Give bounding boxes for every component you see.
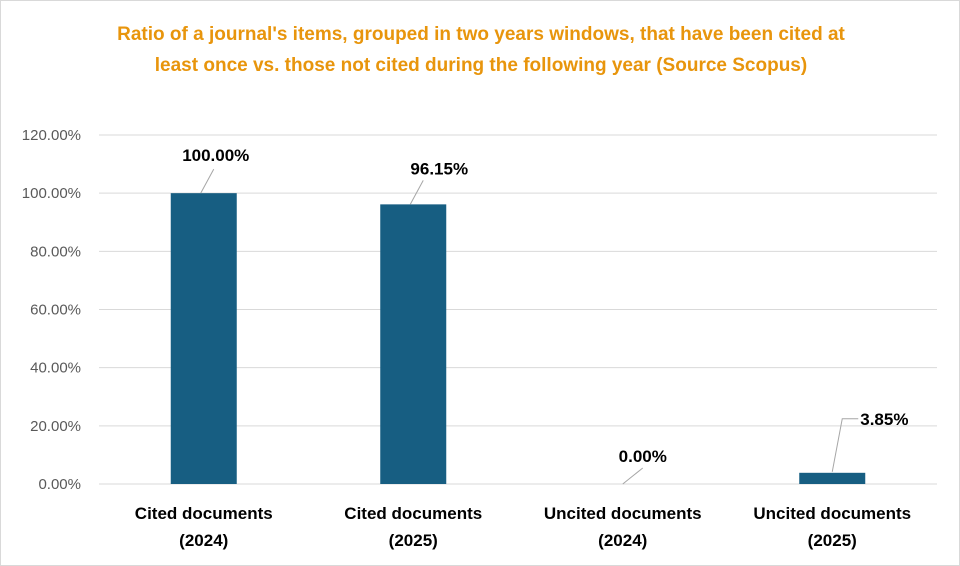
y-tick-label: 20.00% bbox=[30, 418, 81, 435]
y-tick-label: 60.00% bbox=[30, 302, 81, 319]
chart-title: Ratio of a journal's items, grouped in t… bbox=[117, 24, 845, 76]
data-label: 96.15% bbox=[410, 159, 468, 178]
y-tick-label: 0.00% bbox=[38, 476, 81, 493]
leader-line bbox=[409, 180, 424, 205]
x-tick-label: (2025) bbox=[808, 531, 857, 550]
y-tick-label: 40.00% bbox=[30, 360, 81, 377]
x-tick-label: (2024) bbox=[179, 531, 228, 550]
bar bbox=[799, 472, 866, 484]
y-tick-label: 100.00% bbox=[22, 185, 81, 202]
x-tick-label: Uncited documents bbox=[544, 504, 702, 523]
data-label: 0.00% bbox=[619, 447, 667, 466]
y-tick-label: 80.00% bbox=[30, 243, 81, 260]
leader-line bbox=[622, 467, 644, 485]
x-tick-label: Uncited documents bbox=[753, 504, 911, 523]
data-label: 3.85% bbox=[860, 410, 908, 429]
x-tick-label: (2024) bbox=[598, 531, 647, 550]
bar bbox=[380, 204, 447, 484]
data-label: 100.00% bbox=[182, 146, 249, 165]
x-tick-label: (2025) bbox=[389, 531, 438, 550]
y-tick-label: 120.00% bbox=[22, 127, 81, 144]
leader-line bbox=[200, 168, 215, 194]
x-tick-label: Cited documents bbox=[135, 504, 273, 523]
leader-line bbox=[831, 418, 859, 472]
bar bbox=[170, 193, 237, 484]
x-tick-label: Cited documents bbox=[344, 504, 482, 523]
